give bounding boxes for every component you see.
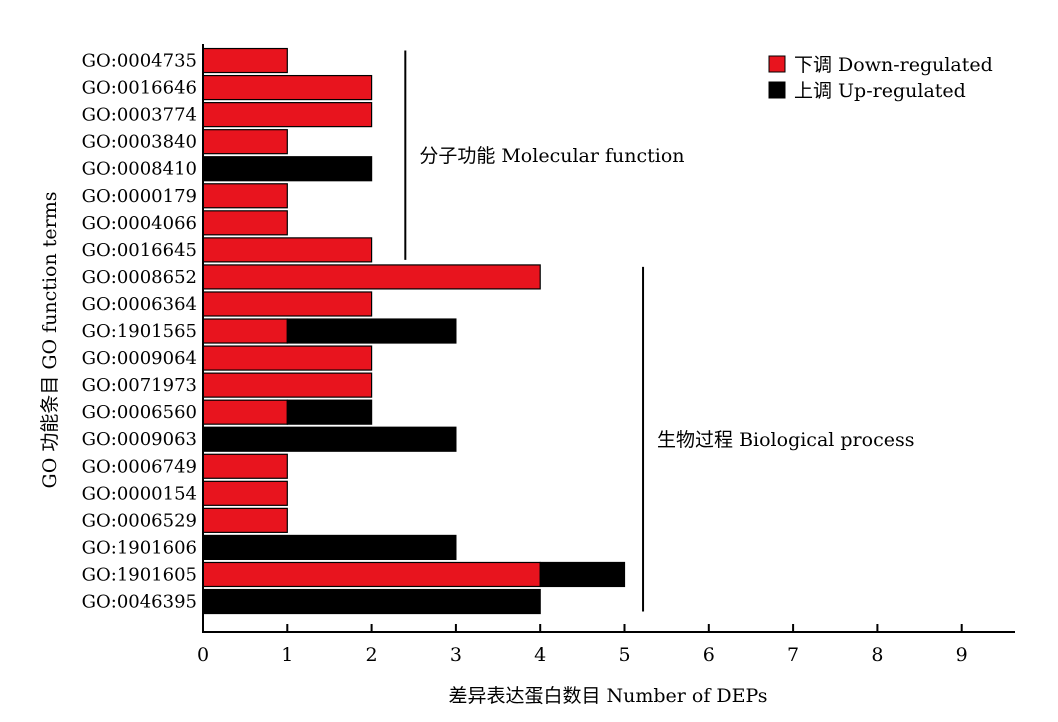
bar-down-GO-0000179 <box>202 183 288 209</box>
category-label: GO:0006364 <box>82 294 197 315</box>
bar-down-GO-0009064 <box>202 345 373 371</box>
bar-up-GO-0008410 <box>202 156 373 182</box>
x-axis-title: 差异表达蛋白数目 Number of DEPs <box>448 685 767 707</box>
category-label: GO:0000179 <box>82 186 197 207</box>
group-label-0: 分子功能 Molecular function <box>419 145 684 167</box>
bar-down-GO-1901565 <box>202 318 288 344</box>
category-label: GO:0000154 <box>82 483 197 504</box>
group-label-1: 生物过程 Biological process <box>657 429 914 451</box>
bar-down-GO-1901605 <box>202 561 541 588</box>
bar-up-GO-1901565 <box>286 318 457 344</box>
bar-down-GO-0006749 <box>202 453 288 479</box>
x-tick-label: 4 <box>534 644 546 666</box>
bar-up-GO-1901606 <box>202 534 457 561</box>
bar-down-GO-0016646 <box>202 74 373 101</box>
category-label: GO:0004735 <box>82 51 197 72</box>
bar-down-GO-0006529 <box>202 507 288 533</box>
bar-down-GO-0000154 <box>202 480 288 506</box>
bar-down-GO-0004066 <box>202 210 288 236</box>
bars-layer <box>202 47 626 615</box>
category-label: GO:0009064 <box>82 348 197 369</box>
category-label: GO:0009063 <box>82 429 197 450</box>
category-label: GO:0016645 <box>82 240 197 261</box>
bar-down-GO-0006364 <box>202 291 373 317</box>
bar-down-GO-0016645 <box>202 237 373 263</box>
x-tick-label: 0 <box>197 644 209 666</box>
category-label: GO:1901565 <box>82 321 197 342</box>
legend-swatch-up <box>768 81 786 99</box>
x-tick-label: 1 <box>281 644 293 666</box>
category-label: GO:0016646 <box>82 78 197 99</box>
category-label: GO:0008410 <box>82 159 197 180</box>
category-label: GO:0046395 <box>82 592 197 613</box>
category-label: GO:1901606 <box>82 537 197 558</box>
category-label: GO:0003840 <box>82 132 197 153</box>
bar-down-GO-0004735 <box>202 47 288 74</box>
bar-down-GO-0003774 <box>202 102 373 128</box>
category-label: GO:0071973 <box>82 375 197 396</box>
group-annotations: 分子功能 Molecular function 生物过程 Biological p… <box>404 50 914 612</box>
bar-up-GO-0046395 <box>202 588 541 615</box>
bar-down-GO-0008652 <box>202 264 541 290</box>
legend-swatch-down <box>768 55 786 73</box>
legend: 下调 Down-regulated 上调 Up-regulated <box>768 54 993 102</box>
bar-down-GO-0071973 <box>202 372 373 398</box>
category-label: GO:0003774 <box>82 105 197 126</box>
axes-layer <box>202 44 1015 633</box>
legend-label-up: 上调 Up-regulated <box>794 80 966 102</box>
bar-down-GO-0003840 <box>202 129 288 155</box>
x-tick-label: 7 <box>787 644 799 666</box>
legend-label-down: 下调 Down-regulated <box>794 54 993 76</box>
bar-down-GO-0006560 <box>202 399 288 425</box>
category-label: GO:0006529 <box>82 510 197 531</box>
bar-up-GO-0006560 <box>286 399 373 425</box>
category-label: GO:0006560 <box>82 402 197 423</box>
category-label: GO:0004066 <box>82 213 197 234</box>
x-ticks: 0 1 2 3 4 5 6 7 8 9 <box>197 624 968 666</box>
category-label: GO:1901605 <box>82 564 197 585</box>
x-tick-label: 8 <box>871 644 883 666</box>
category-label: GO:0008652 <box>82 267 197 288</box>
y-axis-title: GO 功能条目 GO function terms <box>39 192 61 489</box>
x-tick-label: 2 <box>366 644 378 666</box>
x-tick-label: 9 <box>956 644 968 666</box>
bar-up-GO-0009063 <box>202 426 457 452</box>
x-tick-label: 6 <box>703 644 715 666</box>
category-label: GO:0006749 <box>82 456 197 477</box>
x-tick-label: 5 <box>618 644 630 666</box>
y-category-labels: GO:0004735 GO:0016646 GO:0003774 GO:0003840… <box>82 51 197 613</box>
x-tick-label: 3 <box>450 644 462 666</box>
bar-up-GO-1901605 <box>539 561 626 588</box>
